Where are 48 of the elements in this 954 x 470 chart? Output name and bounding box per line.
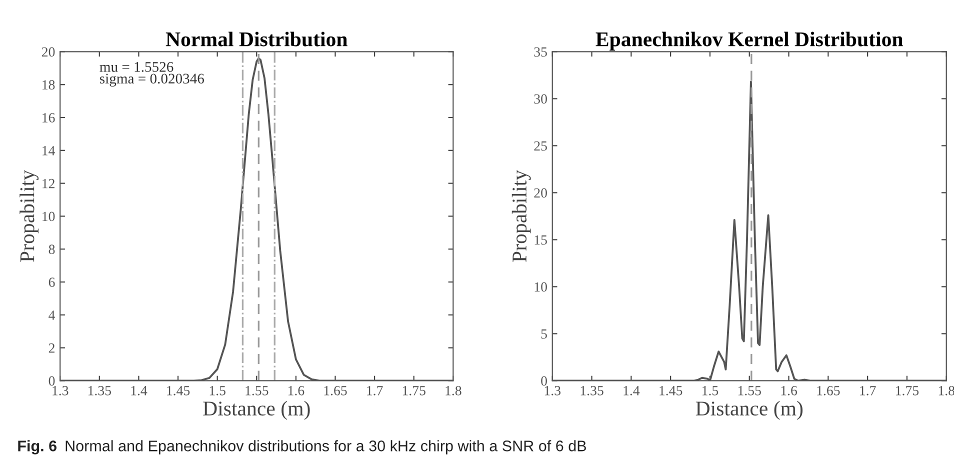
y-axis-title: Propability [512, 170, 531, 262]
x-tick-label: 1.3 [52, 386, 68, 396]
y-tick-label: 2 [48, 343, 54, 353]
x-tick-label: 1.4 [624, 386, 640, 396]
chart-title: Normal Distribution [166, 32, 348, 46]
x-tick-label: 1.5 [702, 386, 718, 396]
y-tick-label: 6 [48, 278, 55, 287]
y-tick-label: 16 [42, 113, 55, 122]
annotation: mu = 1.5526 sigma = 0.020346 [100, 62, 204, 87]
x-tick-label: 1.65 [324, 386, 347, 396]
y-tick-label: 35 [534, 47, 547, 57]
x-tick-label: 1.4 [131, 386, 148, 396]
y-tick-label: 25 [534, 141, 547, 151]
y-tick-label: 10 [42, 212, 55, 222]
x-tick-label: 1.7 [860, 386, 876, 396]
x-tick-label: 1.55 [738, 386, 761, 396]
x-tick-label: 1.5 [210, 386, 226, 396]
x-tick-label: 1.75 [402, 386, 426, 396]
y-tick-label: 0 [48, 376, 55, 386]
x-tick-label: 1.45 [660, 386, 682, 396]
y-tick-label: 8 [48, 244, 55, 254]
y-tick-label: 4 [48, 310, 56, 320]
x-tick-label: 1.35 [580, 386, 604, 396]
y-tick-label: 14 [42, 146, 56, 156]
x-tick-label: 1.7 [367, 386, 383, 396]
x-tick-label: 1.65 [817, 386, 840, 396]
y-tick-label: 20 [534, 188, 547, 198]
x-tick-label: 1.35 [88, 386, 112, 396]
x-tick-label: 1.55 [246, 386, 268, 396]
x-tick-label: 1.6 [288, 386, 304, 396]
y-tick-label: 12 [42, 178, 54, 188]
y-tick-label: 0 [541, 376, 547, 386]
x-tick-label: 1.3 [544, 386, 561, 396]
x-tick-label: 1.75 [896, 386, 919, 396]
x-tick-label: 1.45 [167, 386, 190, 396]
y-tick-label: 5 [541, 329, 547, 339]
y-tick-label: 10 [534, 282, 547, 292]
y-tick-label: 30 [534, 94, 547, 104]
caption: Fig. 6 Normal and Epanechnikov distributions for a 30 kHz chirp with a SNR of 6 dB [18, 440, 586, 454]
y-tick-label: 20 [42, 47, 55, 57]
x-axis-title: Distance (m) [203, 400, 310, 420]
y-tick-label: 15 [534, 235, 547, 245]
x-tick-label: 1.6 [781, 386, 798, 396]
chart-title: Epanechnikov Kernel Distribution [596, 32, 904, 51]
y-tick-label: 18 [42, 80, 55, 90]
y-axis-title: Propability [20, 170, 39, 262]
x-tick-label: 1.8 [446, 386, 462, 396]
x-axis-title: Distance (m) [696, 400, 803, 420]
